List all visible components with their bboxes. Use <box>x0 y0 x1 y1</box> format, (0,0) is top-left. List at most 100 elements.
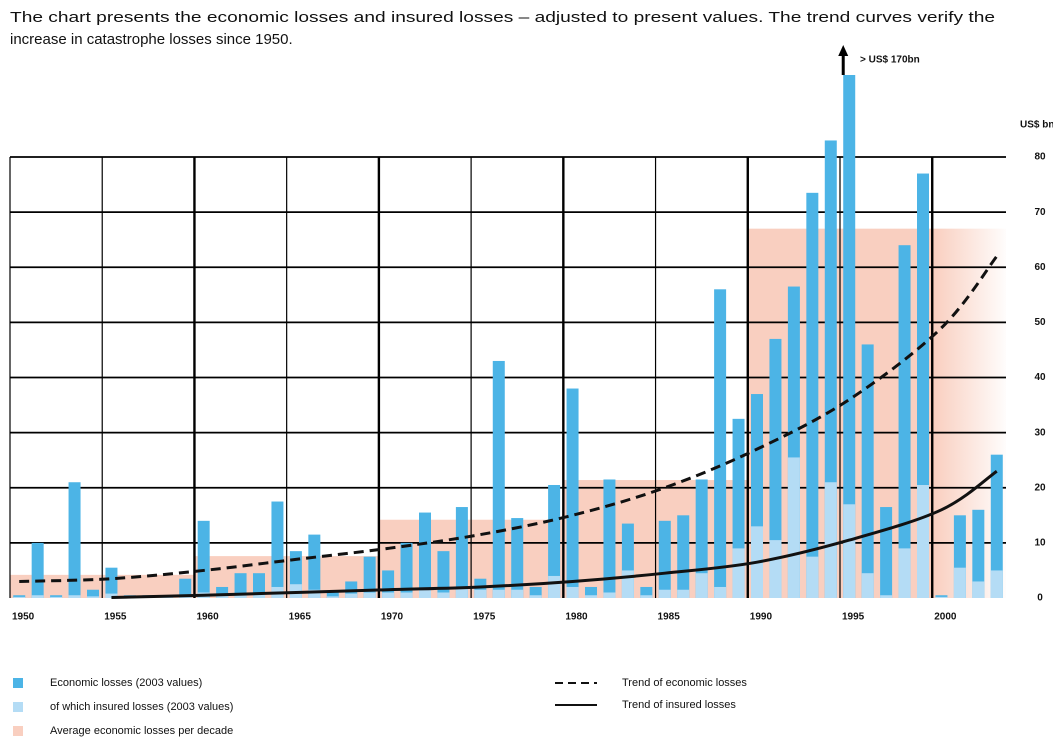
bar <box>548 575 561 598</box>
bar <box>382 592 395 598</box>
bar <box>898 245 911 598</box>
legend-swatch <box>13 702 23 712</box>
y-tick-label: 70 <box>1034 207 1046 218</box>
bar <box>400 592 413 598</box>
bar <box>455 507 468 598</box>
bar <box>216 586 229 598</box>
bar <box>31 542 44 598</box>
legend-label: Economic losses (2003 values) <box>50 677 202 689</box>
bar <box>843 75 856 598</box>
bar <box>806 556 819 598</box>
bar <box>529 586 542 598</box>
bar <box>695 573 708 598</box>
bar <box>621 570 634 598</box>
bar <box>566 388 579 598</box>
bar <box>492 589 505 598</box>
bar <box>677 589 690 598</box>
bar <box>68 595 81 598</box>
bar <box>880 595 893 598</box>
bar <box>363 556 376 598</box>
bar <box>972 581 985 598</box>
bar <box>455 586 468 598</box>
bar <box>419 589 431 598</box>
y-tick-label: 20 <box>1034 482 1046 493</box>
x-tick-label: 1985 <box>658 612 681 623</box>
x-tick-label: 1960 <box>196 612 219 623</box>
bar <box>234 593 247 598</box>
y-tick-label: 10 <box>1034 538 1046 549</box>
bar <box>935 595 948 598</box>
y-tick-label: 0 <box>1037 593 1043 604</box>
legend-label: Average economic losses per decade <box>50 725 233 737</box>
bar <box>714 289 727 598</box>
legend-label: of which insured losses (2003 values) <box>50 701 233 713</box>
bar <box>769 540 782 598</box>
x-tick-label: 1975 <box>473 612 496 623</box>
bar <box>437 551 450 598</box>
bar <box>677 515 690 598</box>
y-tick-label: 80 <box>1034 152 1046 163</box>
x-tick-label: 1995 <box>842 612 865 623</box>
bar <box>492 360 505 598</box>
axis-unit: US$ bn <box>1020 120 1053 131</box>
bar <box>50 596 63 598</box>
x-tick-label: 2000 <box>934 612 957 623</box>
bar <box>603 592 616 598</box>
bar <box>640 595 653 598</box>
annotation: > US$ 170bn <box>860 55 920 66</box>
bar <box>216 595 229 598</box>
bar <box>197 520 210 598</box>
bar <box>50 595 63 598</box>
bar <box>13 595 26 598</box>
bar <box>271 501 284 598</box>
bar <box>105 567 118 598</box>
bar <box>935 596 948 598</box>
bar <box>566 586 579 598</box>
bar <box>640 586 653 598</box>
bar <box>843 504 856 598</box>
bar <box>732 548 745 598</box>
bar <box>179 578 192 598</box>
x-tick-label: 1980 <box>565 612 588 623</box>
bar <box>806 192 819 599</box>
bar <box>898 548 911 598</box>
bar <box>234 573 247 598</box>
bar <box>87 596 99 598</box>
bar <box>824 482 837 598</box>
bar <box>548 484 561 598</box>
y-tick-label: 30 <box>1034 427 1046 438</box>
bar <box>87 589 99 598</box>
bar <box>658 589 671 598</box>
title-line: increase in catastrophe losses since 195… <box>10 31 293 48</box>
bar <box>363 592 376 598</box>
bar <box>511 589 524 598</box>
x-tick-label: 1990 <box>750 612 773 623</box>
bar <box>972 509 985 598</box>
y-tick-label: 60 <box>1034 262 1046 273</box>
x-tick-label: 1970 <box>381 612 404 623</box>
bar <box>953 567 966 598</box>
bar <box>68 482 81 598</box>
bar <box>585 586 597 598</box>
bar <box>861 573 874 598</box>
bar <box>400 542 413 598</box>
x-tick-label: 1950 <box>12 612 35 623</box>
bar <box>474 589 487 598</box>
legend-swatch <box>13 678 23 688</box>
bar <box>253 573 265 598</box>
legend-label: Trend of insured losses <box>622 699 736 711</box>
title-line: The chart presents the economic losses a… <box>10 9 995 26</box>
bar <box>714 586 727 598</box>
bar <box>253 593 265 598</box>
overflow-arrow-head <box>838 45 849 56</box>
bar <box>917 484 929 598</box>
bar <box>105 593 118 598</box>
bar <box>326 596 339 598</box>
bar <box>419 512 431 598</box>
bar <box>769 338 782 598</box>
bar <box>326 592 339 598</box>
legend-label: Trend of economic losses <box>622 677 747 689</box>
bar <box>529 595 542 598</box>
